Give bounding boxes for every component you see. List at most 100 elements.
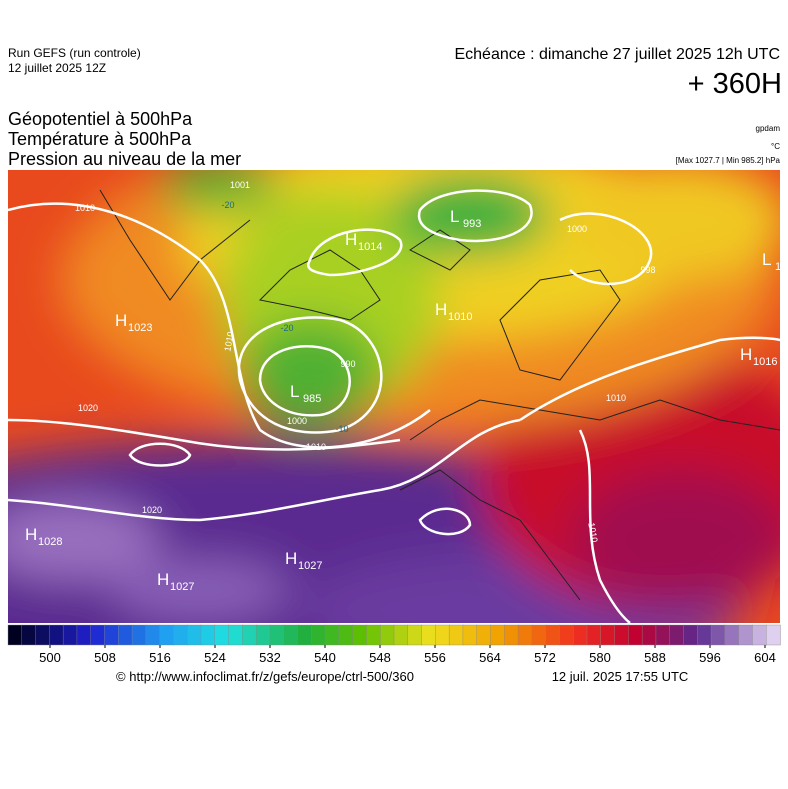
isobar-label: 990: [340, 359, 355, 369]
unit-temp: °C: [771, 142, 780, 151]
color-swatch: [352, 624, 368, 646]
color-swatch: [173, 624, 188, 646]
title-1: Géopotentiel à 500hPa: [8, 109, 193, 129]
color-swatch: [462, 624, 478, 646]
center-type: H: [25, 525, 37, 544]
color-swatch: [586, 624, 602, 646]
color-swatch: [641, 624, 657, 646]
color-swatch: [228, 624, 244, 646]
scale-label: 524: [204, 650, 226, 665]
title-3: Pression au niveau de la mer: [8, 149, 242, 169]
scale-label: 516: [149, 650, 171, 665]
scale-label: 572: [534, 650, 556, 665]
scale-label: 540: [314, 650, 336, 665]
color-swatch: [7, 624, 23, 646]
color-swatch: [407, 624, 423, 646]
color-swatch: [380, 624, 395, 646]
color-swatch: [324, 624, 340, 646]
center-value: 10: [775, 261, 787, 273]
center-value: 985: [303, 393, 321, 405]
isobar-label: 1000: [567, 224, 587, 234]
color-swatch: [131, 624, 147, 646]
isobar-label: 1010: [606, 393, 626, 403]
color-swatch: [104, 624, 119, 646]
color-swatch: [573, 624, 588, 646]
isobar-label: 1010: [75, 203, 95, 213]
color-swatch: [255, 624, 271, 646]
isobar-label: 1010: [222, 331, 235, 352]
color-swatch: [490, 624, 505, 646]
color-swatch: [187, 624, 202, 646]
color-swatch: [628, 624, 643, 646]
color-swatch: [655, 624, 671, 646]
color-swatch: [269, 624, 285, 646]
temperature-label: -10: [335, 424, 348, 434]
lead-time: + 360H: [687, 68, 782, 100]
run-name: Run GEFS (run controle): [8, 46, 141, 60]
valid-time: Echéance : dimanche 27 juillet 2025 12h …: [454, 46, 780, 63]
center-value: 1027: [298, 560, 322, 572]
color-swatch: [766, 624, 781, 646]
color-swatch: [697, 624, 712, 646]
color-swatch: [297, 624, 312, 646]
color-swatch: [531, 624, 547, 646]
color-swatch: [600, 624, 616, 646]
isobar-label: 998: [640, 265, 655, 275]
color-swatch: [614, 624, 630, 646]
run-date: 12 juillet 2025 12Z: [8, 61, 107, 75]
scale-label: 564: [479, 650, 501, 665]
color-swatch: [214, 624, 230, 646]
color-swatch: [21, 624, 37, 646]
center-type: H: [435, 300, 447, 319]
center-type: H: [345, 230, 357, 249]
scale-label: 532: [259, 650, 281, 665]
color-swatch: [242, 624, 257, 646]
isobar-label: 1010: [306, 442, 326, 452]
scale-label: 508: [94, 650, 116, 665]
color-swatch: [724, 624, 740, 646]
center-value: 1028: [38, 536, 62, 548]
isobar-label: 1020: [142, 505, 162, 515]
color-swatch: [90, 624, 106, 646]
color-swatch: [76, 624, 92, 646]
center-type: L: [290, 382, 299, 401]
isobar-label: 1010: [586, 522, 599, 543]
color-swatch: [517, 624, 533, 646]
center-value: 1023: [128, 322, 152, 334]
isobar-label: 1020: [78, 403, 98, 413]
center-type: L: [762, 250, 771, 269]
scale-label: 556: [424, 650, 446, 665]
color-swatch: [49, 624, 64, 646]
scale-label: 548: [369, 650, 391, 665]
field: [8, 170, 780, 623]
center-value: 1016: [753, 356, 777, 368]
center-value: 993: [463, 218, 481, 230]
unit-gpdam: gpdam: [755, 124, 780, 133]
color-swatch: [476, 624, 492, 646]
unit-pressure: [Max 1027.7 | Min 985.2] hPa: [675, 156, 780, 165]
color-swatch: [283, 624, 299, 646]
color-swatch: [435, 624, 450, 646]
color-swatch: [683, 624, 698, 646]
center-value: 1014: [358, 241, 382, 253]
center-type: H: [115, 311, 127, 330]
title-2: Température à 500hPa: [8, 129, 192, 149]
color-swatch: [393, 624, 409, 646]
color-swatch: [669, 624, 685, 646]
color-swatch: [200, 624, 216, 646]
scale-label: 580: [589, 650, 611, 665]
color-swatch: [752, 624, 767, 646]
scale-label: 604: [754, 650, 776, 665]
color-swatch: [62, 624, 78, 646]
temperature-label: -20: [221, 200, 234, 210]
isobar-label: 1001: [230, 180, 250, 190]
center-type: H: [157, 570, 169, 589]
color-swatch: [545, 624, 561, 646]
color-swatch: [118, 624, 133, 646]
center-type: L: [450, 207, 459, 226]
isobar-label: 1000: [287, 416, 307, 426]
scale-label: 588: [644, 650, 666, 665]
color-swatch: [35, 624, 51, 646]
color-swatch: [311, 624, 326, 646]
